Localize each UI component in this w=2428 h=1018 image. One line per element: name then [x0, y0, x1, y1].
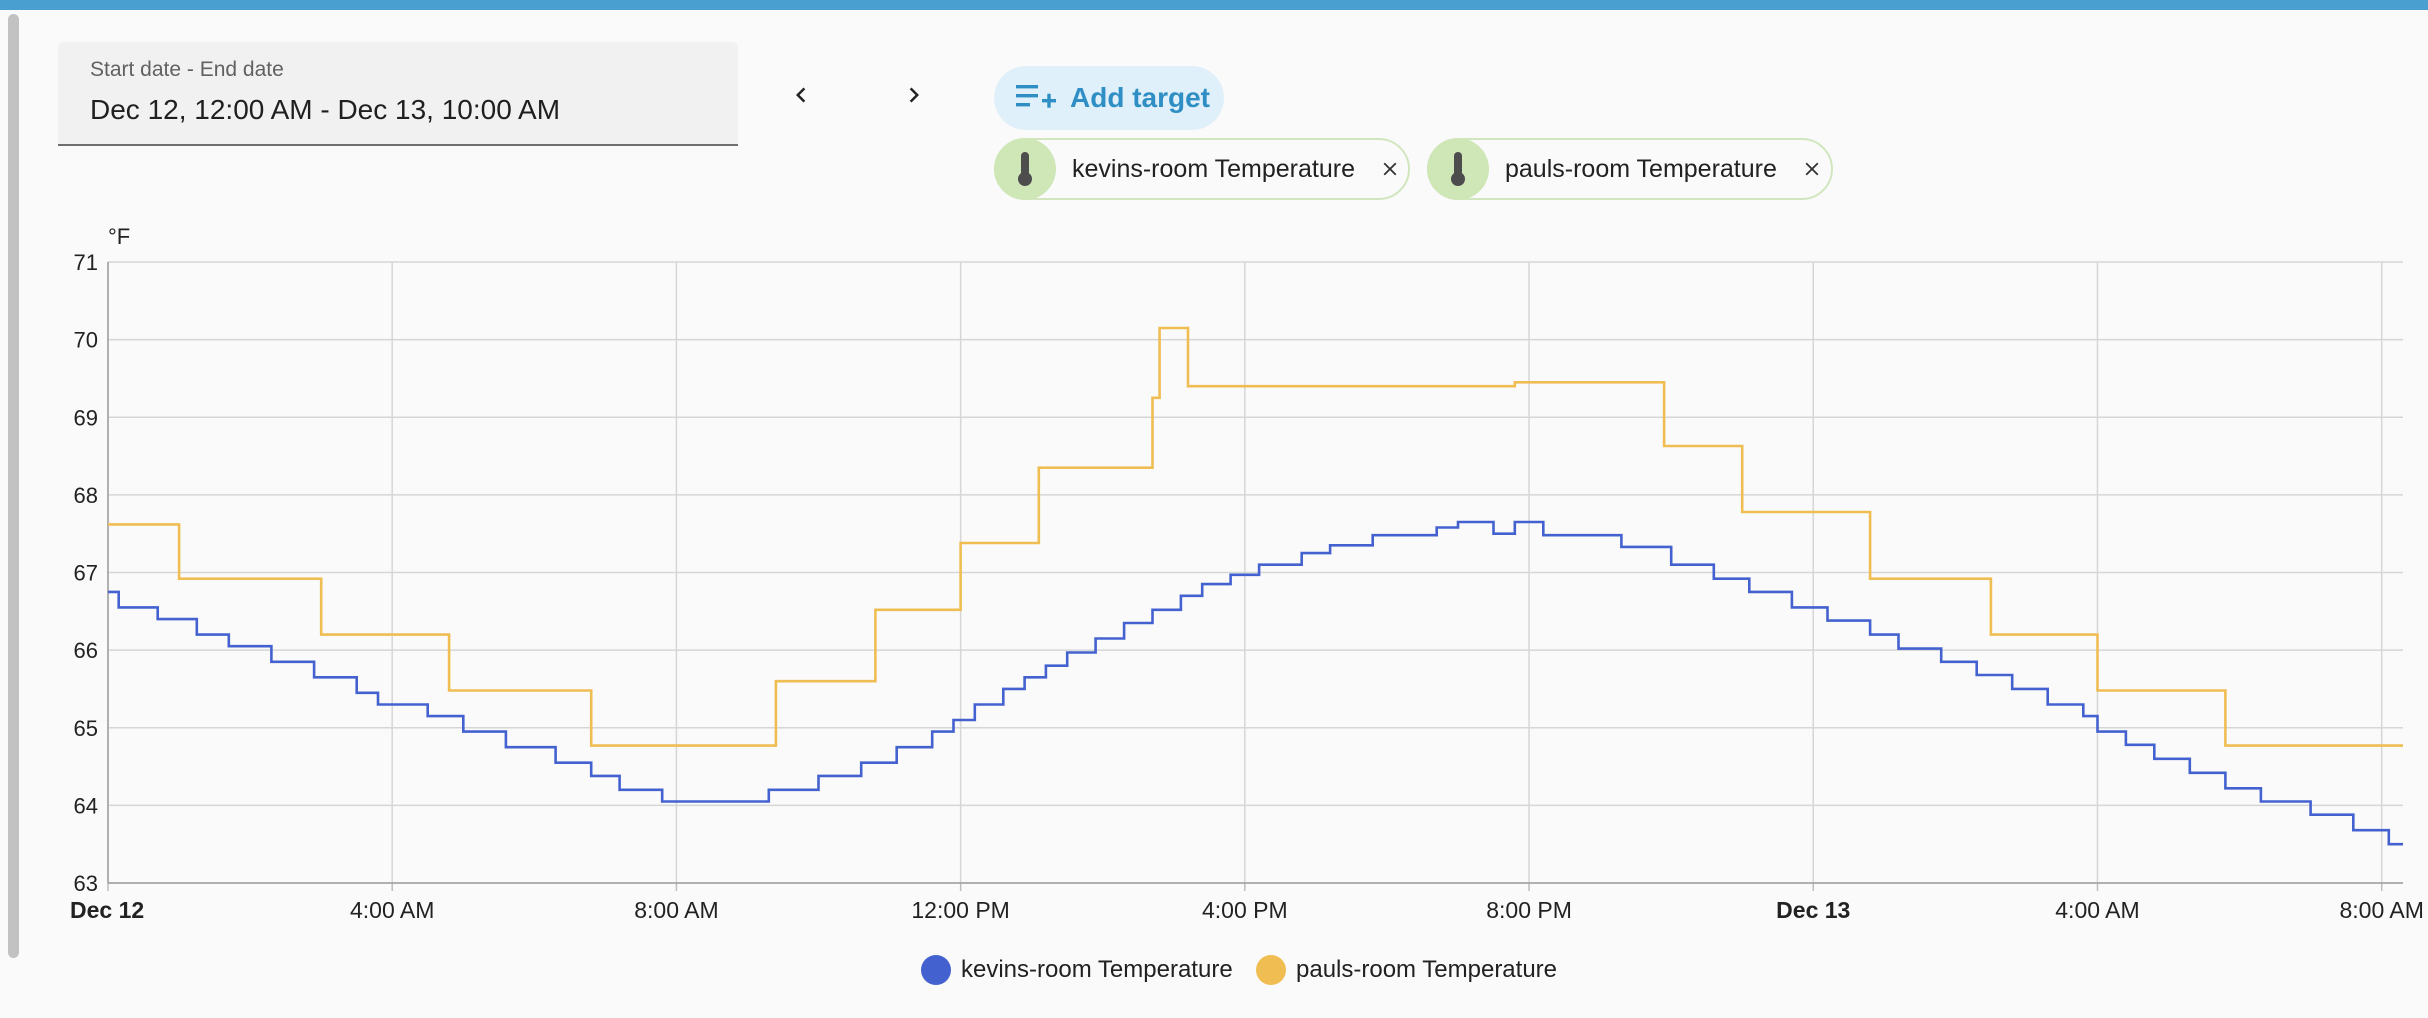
y-tick-label: 70	[74, 328, 98, 353]
chip-icon-badge	[994, 138, 1056, 200]
y-tick-label: 67	[74, 561, 98, 586]
x-tick-label: 4:00 AM	[350, 897, 434, 923]
x-tick-label: 8:00 AM	[2339, 897, 2423, 923]
y-axis-unit-label: °F	[108, 224, 130, 249]
target-chip-label: pauls-room Temperature	[1505, 154, 1777, 183]
date-range-value[interactable]: Dec 12, 12:00 AM - Dec 13, 10:00 AM	[90, 94, 561, 125]
previous-range-button[interactable]	[776, 70, 826, 120]
legend-item-pauls-room[interactable]: pauls-room Temperature	[1256, 955, 1557, 985]
temperature-history-chart: °F 63 64 65 66 67 68 69 70 71 Dec 12 4:00 AM 8:00 A…	[70, 224, 2424, 923]
y-tick-label: 69	[74, 405, 98, 430]
x-tick-label: 12:00 PM	[911, 897, 1009, 923]
target-chip-label: kevins-room Temperature	[1072, 154, 1355, 183]
legend-label: kevins-room Temperature	[961, 956, 1233, 983]
add-target-label: Add target	[1070, 82, 1210, 113]
x-tick-label: Dec 13	[1776, 897, 1850, 923]
chip-icon-badge	[1427, 138, 1489, 200]
x-tick-label: 4:00 AM	[2055, 897, 2139, 923]
chevron-left-icon	[796, 87, 806, 103]
y-tick-label: 63	[74, 871, 98, 896]
x-tick-label: 8:00 AM	[634, 897, 718, 923]
next-range-button[interactable]	[889, 70, 939, 120]
series-line-kevins-room[interactable]	[108, 520, 2403, 846]
x-tick-label: 4:00 PM	[1202, 897, 1288, 923]
close-icon	[1805, 162, 1819, 176]
y-tick-label: 64	[74, 793, 98, 818]
date-range-label: Start date - End date	[90, 58, 284, 81]
top-accent-bar	[0, 0, 2428, 10]
legend-item-kevins-room[interactable]: kevins-room Temperature	[921, 955, 1233, 985]
vertical-scrollbar[interactable]	[8, 14, 19, 958]
target-chip-pauls-room[interactable]: pauls-room Temperature	[1427, 138, 1833, 200]
target-chip-kevins-room[interactable]: kevins-room Temperature	[994, 138, 1410, 200]
chart-legend: kevins-room Temperature pauls-room Tempe…	[0, 955, 2428, 995]
y-tick-label: 71	[74, 250, 98, 275]
chevron-right-icon	[909, 87, 919, 103]
add-target-button[interactable]: Add target	[994, 66, 1224, 130]
series-line-pauls-room[interactable]	[108, 326, 2403, 747]
remove-target-button[interactable]	[1799, 156, 1825, 182]
y-tick-label: 66	[74, 638, 98, 663]
legend-label: pauls-room Temperature	[1296, 956, 1558, 983]
date-range-picker[interactable]: Start date - End date Dec 12, 12:00 AM -…	[58, 42, 738, 146]
thermometer-icon	[1451, 152, 1465, 186]
legend-swatch	[1256, 955, 1286, 985]
legend-swatch	[921, 955, 951, 985]
y-tick-label: 65	[74, 716, 98, 741]
y-tick-label: 68	[74, 483, 98, 508]
x-tick-label: 8:00 PM	[1486, 897, 1572, 923]
remove-target-button[interactable]	[1377, 156, 1403, 182]
playlist-add-icon	[1016, 85, 1056, 108]
x-tick-label: Dec 12	[70, 897, 144, 923]
close-icon	[1383, 162, 1397, 176]
thermometer-icon	[1018, 152, 1032, 186]
